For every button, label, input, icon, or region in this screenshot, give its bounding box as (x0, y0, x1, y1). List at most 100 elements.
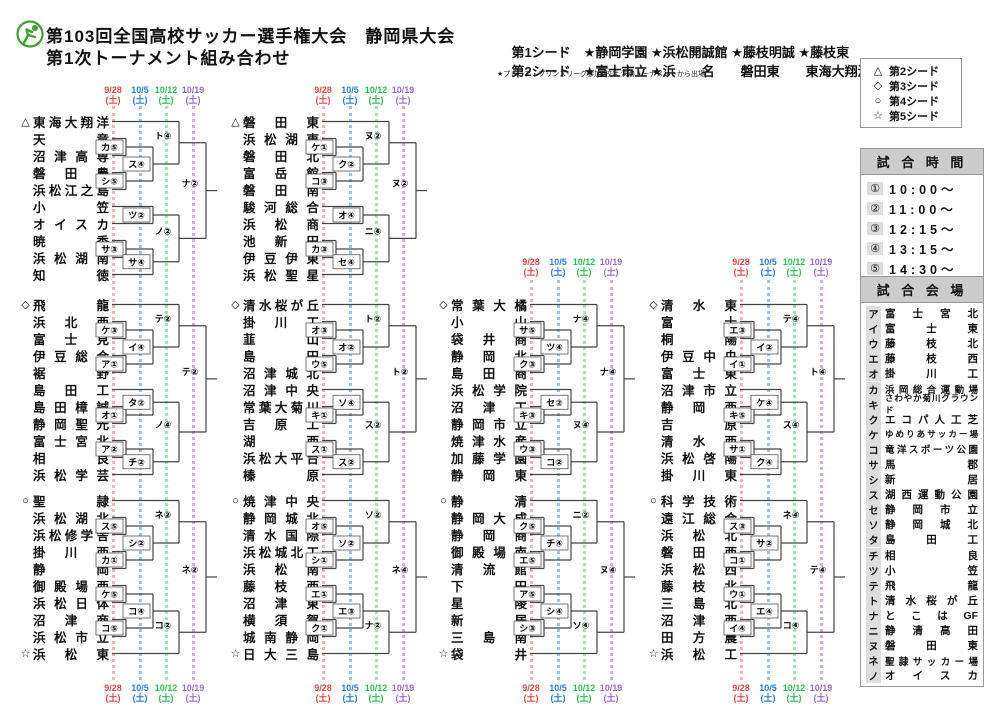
venue-kana-label: ス (866, 487, 881, 503)
date-header-weekday: (土) (105, 692, 121, 703)
venue-kana-label: キ (866, 396, 881, 412)
match-label: ツ④ (546, 343, 563, 353)
date-header-9/28: 9/28 (土) (303, 85, 343, 105)
match-label: キ① (311, 411, 328, 421)
team-row: 浜松江之島 (18, 181, 109, 198)
team-row: 静岡北 (436, 347, 527, 364)
match-label: イ② (756, 343, 773, 353)
team-name: 御殿場南 (451, 546, 527, 560)
match-label: サ② (756, 539, 773, 549)
venue-name: 聖隷サッカー場 (885, 656, 978, 668)
match-label: セ④ (338, 257, 355, 267)
date-header-weekday: (土) (813, 266, 829, 277)
team-row: 浜松湖東 (228, 130, 319, 147)
team-name: 島田商 (451, 367, 527, 381)
date-header-weekday: (土) (158, 692, 174, 703)
team-row: 吉原工 (228, 415, 319, 432)
team-name: 小山 (451, 316, 527, 330)
venue-row: ソ静岡城北 (863, 517, 981, 533)
team-row: △ 東海大翔洋 (18, 113, 109, 130)
match-label: ト④ (810, 367, 827, 377)
venue-name: 富士宮北 (885, 308, 978, 321)
team-row: 裾野 (18, 364, 109, 381)
match-label-box (723, 586, 752, 602)
match-time-number: ③ (867, 221, 883, 235)
team-row: 静岡大成 (436, 509, 527, 526)
team-row: 吉原 (646, 415, 737, 432)
team-row: 浜松湖南 (18, 249, 109, 266)
match-label-box (723, 356, 752, 372)
match-label: エ③ (338, 607, 355, 617)
team-name: 沼津高専 (33, 150, 109, 164)
team-name: 飛龍 (33, 299, 109, 313)
date-header-weekday: (土) (733, 692, 749, 703)
date-header-10/12: 10/12 (土) (774, 683, 814, 703)
team-row: 浜松聖星 (228, 266, 319, 283)
match-time-value: 11:00～ (889, 202, 957, 217)
match-label-box (540, 339, 569, 355)
date-header-weekday: (土) (395, 94, 411, 105)
match-label: エ④ (756, 607, 773, 617)
team-row: 清水西 (646, 432, 737, 449)
venue-row: オ掛川工 (863, 366, 981, 382)
team-name: 清水西 (661, 435, 737, 449)
team-name: 富士東 (661, 367, 737, 381)
date-header-weekday: (土) (576, 692, 592, 703)
match-label: テ② (182, 367, 199, 377)
seed-mark: ◇ (21, 299, 30, 311)
match-label: エ③ (729, 326, 746, 336)
team-row: 御殿場西 (18, 577, 109, 594)
date-header-10/19: 10/19 (土) (591, 683, 631, 703)
seed-legend-box: △ 第2シード ◇ 第3シード ○ 第4シード ☆ 第5シード (860, 58, 962, 128)
team-name: 遠江総合 (661, 512, 737, 526)
date-header-weekday: (土) (315, 692, 331, 703)
seed-mark: △ (231, 116, 240, 128)
venue-name: 静清高田 (885, 625, 978, 638)
date-header-10/12: 10/12 (土) (146, 85, 186, 105)
team-name: 掛川工 (243, 316, 319, 330)
match-time-row: ① 10:00～ (863, 178, 981, 198)
bracket-lines: オ③ ウ⑤ オ② ト② キ① ソ④ ス① ス② ス② ト② (305, 303, 427, 476)
date-header-weekday: (土) (158, 94, 174, 105)
match-label-box (305, 518, 334, 534)
date-header-10/5: 10/5 (土) (330, 683, 370, 703)
venue-box: 試 合 会 場 ア富士宮北イ富士東ウ藤枝北エ藤枝西オ掛川工カ浜岡総合運動場キさわ… (860, 276, 984, 688)
team-row: 遠江総合 (646, 509, 737, 526)
seed-legend-label: 第2シード (889, 65, 940, 78)
match-label: サ③ (101, 245, 118, 255)
team-row: 藤枝北 (646, 577, 737, 594)
team-row: 韮山 (228, 330, 319, 347)
bracket-lines: エ③ イ① イ② テ④ キ⑤ ケ④ サ① ク④ ス④ ト④ (723, 303, 845, 476)
match-label: シ④ (546, 607, 563, 617)
match-label-box (122, 156, 151, 172)
match-label: ス① (311, 445, 328, 455)
seed-mark: ○ (22, 494, 29, 507)
date-header-weekday: (土) (813, 692, 829, 703)
team-row: 掛川東 (646, 466, 737, 483)
date-header-weekday: (土) (733, 266, 749, 277)
date-header-10/5: 10/5 (土) (748, 257, 788, 277)
venue-name: 飛龍 (885, 579, 978, 592)
date-header-weekday: (土) (185, 692, 201, 703)
date-header-9/28: 9/28 (土) (303, 683, 343, 703)
match-label: ナ② (182, 179, 199, 189)
team-row: 沼津西 (646, 611, 737, 628)
venue-row: シ新居 (863, 472, 981, 488)
match-label-box (332, 156, 361, 172)
team-row: 静岡西 (646, 398, 737, 415)
team-row: オイスカ (18, 215, 109, 232)
date-header-10/19: 10/19 (土) (383, 85, 423, 105)
venue-kana-label: ア (866, 306, 881, 322)
bracket-lines: ク⑤ エ⑤ チ④ ニ② ア⑤ シ③ シ④ ソ④ ヌ④ (513, 499, 635, 655)
seed-note: ★プレミア・プリンスリーグ参加6校は 決勝トーナメントから出場 (497, 71, 705, 78)
venue-name: ゆめりあサッカー場 (885, 429, 978, 440)
match-time-row: ⑤ 14:30～ (863, 258, 981, 278)
team-row: 小笠 (18, 198, 109, 215)
match-label: チ④ (546, 539, 563, 549)
team-name: 沼津市立 (661, 384, 737, 398)
match-label: ナ② (365, 620, 382, 630)
venue-kana-label: テ (866, 577, 881, 593)
team-name: 伊豆中央 (661, 350, 737, 364)
seed-mark: ☆ (20, 648, 31, 660)
team-row: 星陵 (436, 594, 527, 611)
